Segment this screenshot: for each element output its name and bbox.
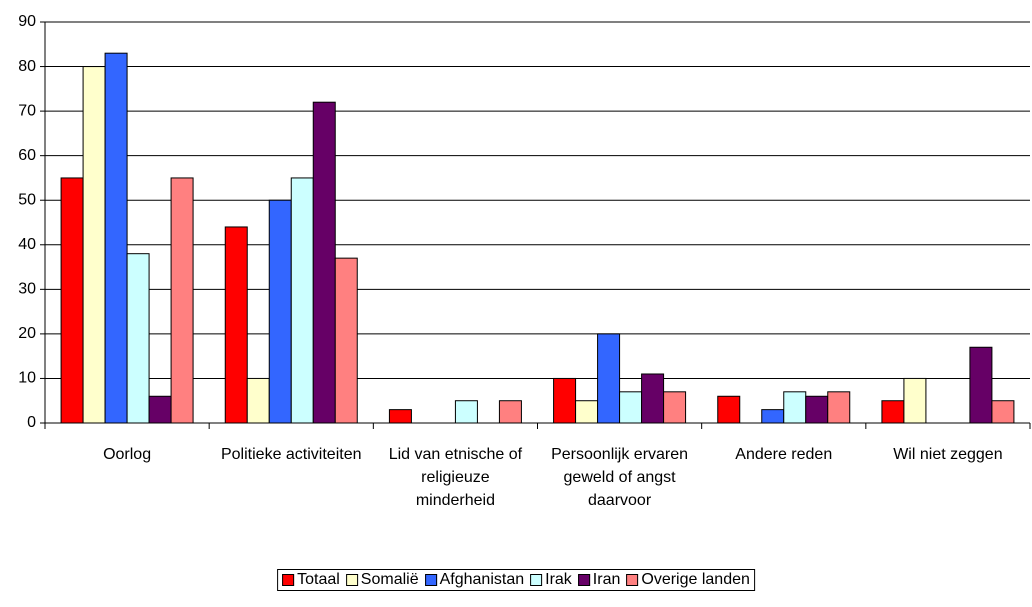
bar	[268, 199, 292, 424]
bar	[312, 101, 336, 424]
legend-item: Somalië	[345, 571, 419, 589]
bar	[60, 177, 84, 424]
x-tick-label: Politieke activiteiten	[220, 446, 362, 463]
legend-swatch	[345, 574, 358, 586]
legend-label: Iran	[592, 571, 621, 588]
legend-swatch	[626, 574, 639, 586]
bar	[761, 409, 785, 424]
legend-item: Overige landen	[626, 571, 750, 589]
bar	[597, 333, 621, 424]
legend-item: Totaal	[282, 571, 340, 589]
bar	[104, 52, 128, 424]
legend: Totaal Somalië Afghanistan Irak Iran Overige …	[277, 569, 755, 591]
y-tick-label: 40	[18, 236, 36, 253]
bar	[148, 395, 172, 424]
bar	[290, 177, 314, 424]
y-tick-label: 0	[27, 414, 36, 431]
bar	[827, 391, 851, 424]
x-tick-label: Oorlog	[103, 446, 152, 463]
y-tick-label: 50	[18, 191, 36, 208]
legend-item: Afghanistan	[424, 571, 525, 589]
legend-label: Somalië	[360, 571, 419, 588]
legend-swatch	[577, 574, 590, 586]
bar	[224, 226, 248, 424]
bar	[388, 409, 412, 424]
y-tick-label: 90	[18, 13, 36, 30]
legend-label: Totaal	[297, 571, 340, 588]
x-tick-label: Lid van etnische of religieuze minderhei…	[388, 446, 523, 509]
bar	[881, 400, 905, 424]
y-tick-label: 70	[18, 102, 36, 119]
legend-label: Overige landen	[641, 571, 750, 588]
x-tick-label: Wil niet zeggen	[893, 446, 1003, 463]
bar	[246, 377, 270, 424]
bar	[903, 377, 927, 424]
legend-label: Irak	[545, 571, 572, 588]
legend-label: Afghanistan	[439, 571, 525, 588]
y-tick-label: 80	[18, 58, 36, 75]
bar	[553, 377, 577, 424]
y-tick-label: 10	[18, 370, 36, 387]
legend-item: Irak	[530, 571, 572, 589]
bar	[334, 257, 358, 424]
y-tick-label: 30	[18, 281, 36, 298]
legend-item: Iran	[577, 571, 621, 589]
bar	[805, 395, 829, 424]
bar	[126, 253, 150, 424]
bar	[783, 391, 807, 424]
bar	[717, 395, 741, 424]
bar	[170, 177, 194, 424]
bar	[619, 391, 643, 424]
y-tick-label: 20	[18, 325, 36, 342]
bar	[969, 346, 993, 424]
x-tick-label: Andere reden	[735, 446, 833, 463]
bar	[82, 66, 106, 424]
bar	[991, 400, 1015, 424]
bar	[663, 391, 687, 424]
bar	[641, 373, 665, 424]
y-tick-label: 60	[18, 147, 36, 164]
legend-swatch	[282, 574, 295, 586]
legend-swatch	[424, 574, 437, 586]
legend-swatch	[530, 574, 543, 586]
bar	[575, 400, 599, 424]
bar	[498, 400, 522, 424]
x-tick-label: Persoonlijk ervaren geweld of angst daar…	[551, 446, 689, 509]
bar	[454, 400, 478, 424]
